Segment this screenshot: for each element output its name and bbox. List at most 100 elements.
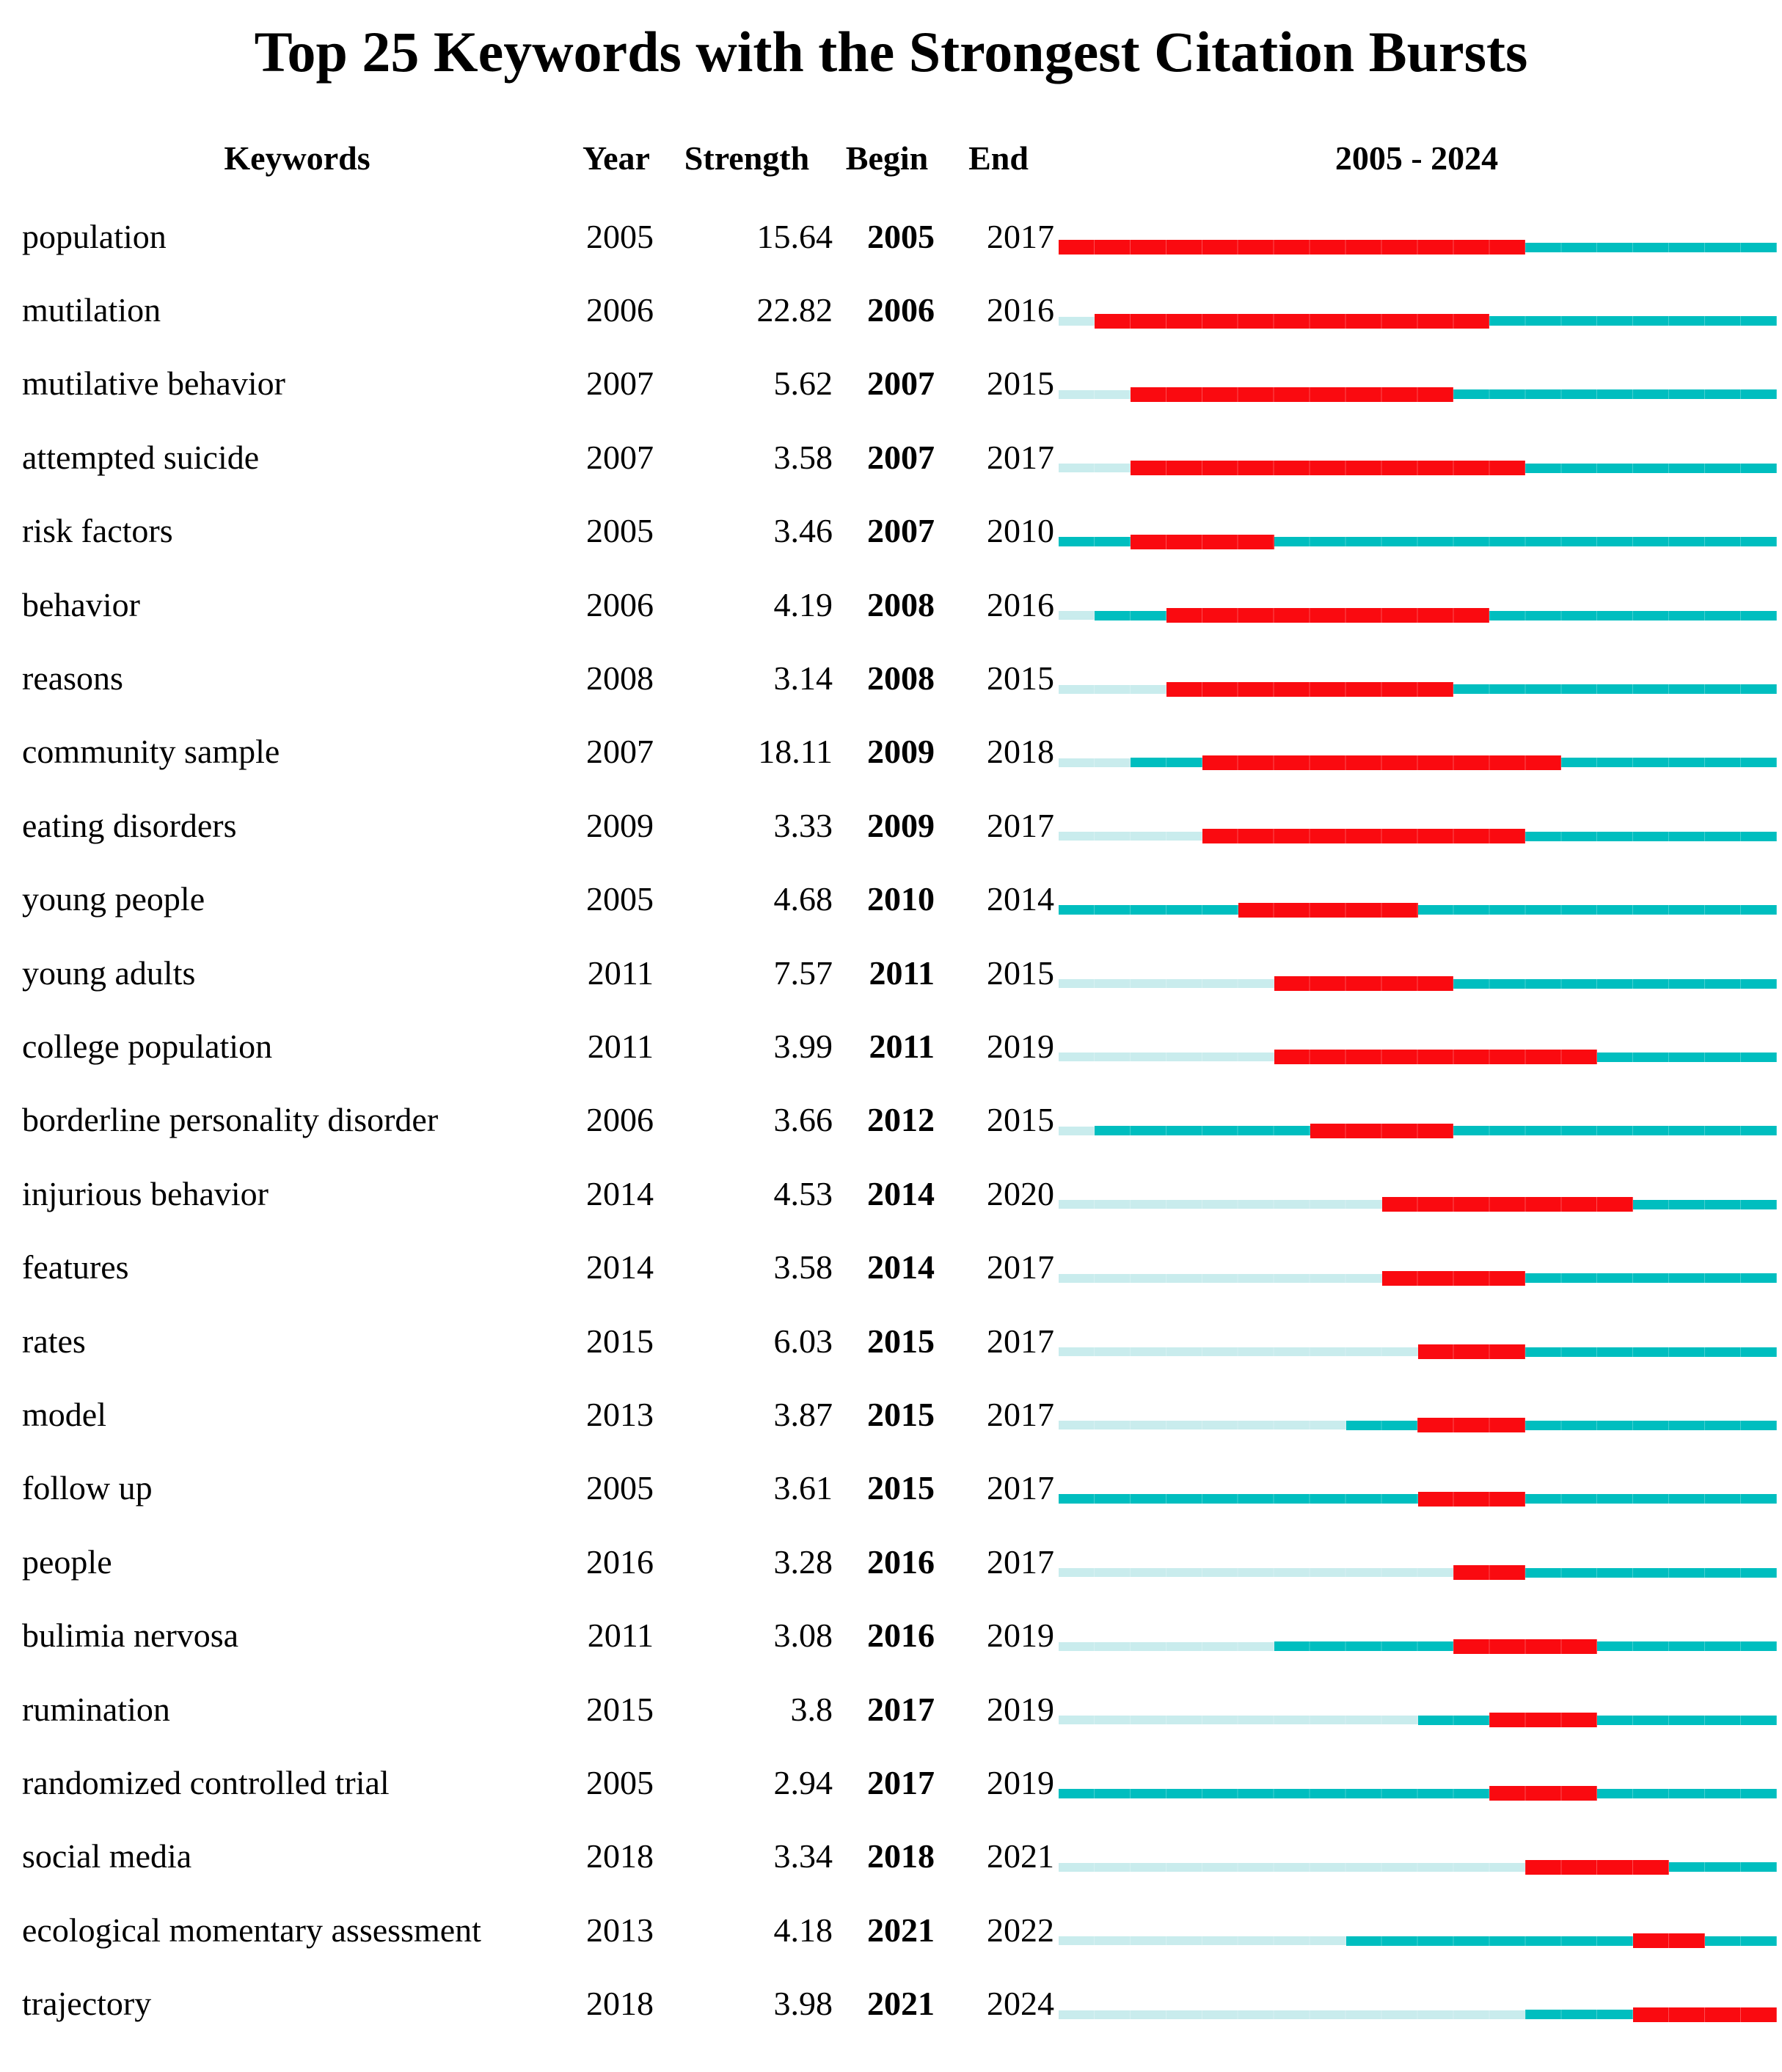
end-value: 2015	[987, 953, 1054, 992]
keyword-label: population	[22, 217, 167, 255]
burst-timeline-bar	[1059, 240, 1777, 255]
strength-value: 4.53	[773, 1174, 833, 1212]
timeline-segment-active-after-burst	[1274, 537, 1777, 547]
burst-timeline-bar	[1059, 1123, 1777, 1138]
year-value: 2014	[586, 1174, 654, 1212]
end-value: 2020	[987, 1174, 1054, 1212]
strength-value: 3.87	[773, 1395, 833, 1433]
begin-value: 2010	[867, 880, 935, 918]
timeline-segment-burst	[1059, 240, 1526, 255]
timeline-segment-active-after-burst	[1597, 1052, 1777, 1062]
timeline-segment-active-before-burst	[1059, 1494, 1418, 1504]
strength-value: 22.82	[756, 291, 833, 329]
year-value: 2015	[586, 1322, 654, 1360]
burst-timeline-bar	[1059, 976, 1777, 992]
table-row: follow up 2005 3.61 2015 2017	[0, 1452, 1782, 1525]
timeline-segment-burst	[1489, 1713, 1598, 1727]
year-value: 2007	[586, 438, 654, 476]
timeline-segment-burst	[1417, 1418, 1526, 1433]
table-row: ecological momentary assessment 2013 4.18 2…	[0, 1893, 1782, 1966]
year-value: 2008	[586, 659, 654, 698]
timeline-segment-burst	[1166, 681, 1454, 697]
timeline-segment-pre-appearance	[1059, 832, 1202, 841]
timeline-segment-burst	[1202, 755, 1562, 770]
begin-value: 2008	[867, 659, 935, 698]
end-value: 2017	[987, 806, 1054, 844]
timeline-segment-active-after-burst	[1525, 831, 1777, 841]
timeline-segment-burst	[1381, 1197, 1634, 1212]
timeline-segment-active-after-burst	[1561, 758, 1777, 768]
timeline-segment-pre-appearance	[1059, 1641, 1274, 1651]
timeline-segment-active-after-burst	[1525, 1494, 1777, 1504]
timeline-segment-burst	[1310, 1123, 1454, 1138]
col-header-year: Year	[583, 139, 650, 177]
strength-value: 3.28	[773, 1542, 833, 1581]
strength-value: 3.98	[773, 1985, 833, 2023]
timeline-segment-active-after-burst	[1417, 905, 1777, 915]
begin-value: 2006	[867, 291, 935, 329]
begin-value: 2015	[867, 1322, 935, 1360]
end-value: 2019	[987, 1690, 1054, 1728]
end-value: 2019	[987, 1763, 1054, 1801]
end-value: 2019	[987, 1617, 1054, 1655]
table-row: population 2005 15.64 2005 2017	[0, 199, 1782, 273]
strength-value: 3.34	[773, 1837, 833, 1875]
timeline-segment-burst	[1417, 1344, 1526, 1360]
burst-timeline-bar	[1059, 1050, 1777, 1065]
strength-value: 3.14	[773, 659, 833, 698]
timeline-segment-burst	[1130, 461, 1526, 476]
begin-value: 2005	[867, 217, 935, 255]
keyword-label: bulimia nervosa	[22, 1617, 239, 1655]
col-header-begin: Begin	[845, 139, 929, 177]
keyword-label: model	[22, 1395, 106, 1433]
begin-value: 2007	[867, 365, 935, 403]
year-value: 2005	[586, 1763, 654, 1801]
begin-value: 2015	[867, 1469, 935, 1507]
keyword-label: college population	[22, 1027, 273, 1065]
end-value: 2024	[987, 1985, 1054, 2023]
end-value: 2017	[987, 1248, 1054, 1286]
table-row: college population 2011 3.99 2011 2019	[0, 1009, 1782, 1083]
year-value: 2011	[587, 1027, 654, 1065]
begin-value: 2009	[867, 733, 935, 771]
table-row: mutilative behavior 2007 5.62 2007 2015	[0, 347, 1782, 420]
table-row: reasons 2008 3.14 2008 2015	[0, 641, 1782, 714]
timeline-segment-active-before-burst	[1059, 537, 1131, 547]
col-header-timeline: 2005 - 2024	[1334, 139, 1499, 177]
table-row: randomized controlled trial 2005 2.94 2017 2…	[0, 1746, 1782, 1819]
end-value: 2014	[987, 880, 1054, 918]
strength-value: 3.33	[773, 806, 833, 844]
keyword-label: rates	[22, 1322, 86, 1360]
timeline-segment-active-after-burst	[1525, 463, 1777, 473]
table-row: attempted suicide 2007 3.58 2007 2017	[0, 420, 1782, 494]
burst-timeline-bar	[1059, 1639, 1777, 1654]
timeline-segment-pre-appearance	[1059, 1126, 1095, 1135]
timeline-segment-active-before-burst	[1059, 1788, 1490, 1798]
timeline-segment-pre-appearance	[1059, 1421, 1346, 1430]
begin-value: 2007	[867, 512, 935, 550]
table-row: borderline personality disorder 2006 3.66 2…	[0, 1083, 1782, 1157]
strength-value: 4.68	[773, 880, 833, 918]
table-row: behavior 2006 4.19 2008 2016	[0, 568, 1782, 641]
keyword-label: people	[22, 1542, 112, 1581]
year-value: 2005	[586, 880, 654, 918]
strength-value: 3.58	[773, 438, 833, 476]
timeline-segment-active-before-burst	[1345, 1420, 1418, 1430]
strength-value: 15.64	[756, 217, 833, 255]
keyword-label: attempted suicide	[22, 438, 260, 476]
strength-value: 3.61	[773, 1469, 833, 1507]
strength-value: 2.94	[773, 1763, 833, 1801]
timeline-segment-burst	[1525, 1859, 1670, 1875]
year-value: 2018	[586, 1837, 654, 1875]
timeline-segment-pre-appearance	[1059, 1273, 1382, 1283]
timeline-segment-burst	[1417, 1491, 1526, 1507]
burst-timeline-bar	[1059, 2007, 1777, 2022]
keyword-label: community sample	[22, 733, 280, 771]
table-row: eating disorders 2009 3.33 2009 2017	[0, 788, 1782, 862]
end-value: 2016	[987, 585, 1054, 623]
end-value: 2017	[987, 1322, 1054, 1360]
end-value: 2021	[987, 1837, 1054, 1875]
strength-value: 6.03	[773, 1322, 833, 1360]
table-row: rumination 2015 3.8 2017 2019	[0, 1672, 1782, 1746]
timeline-segment-active-after-burst	[1525, 1420, 1777, 1430]
